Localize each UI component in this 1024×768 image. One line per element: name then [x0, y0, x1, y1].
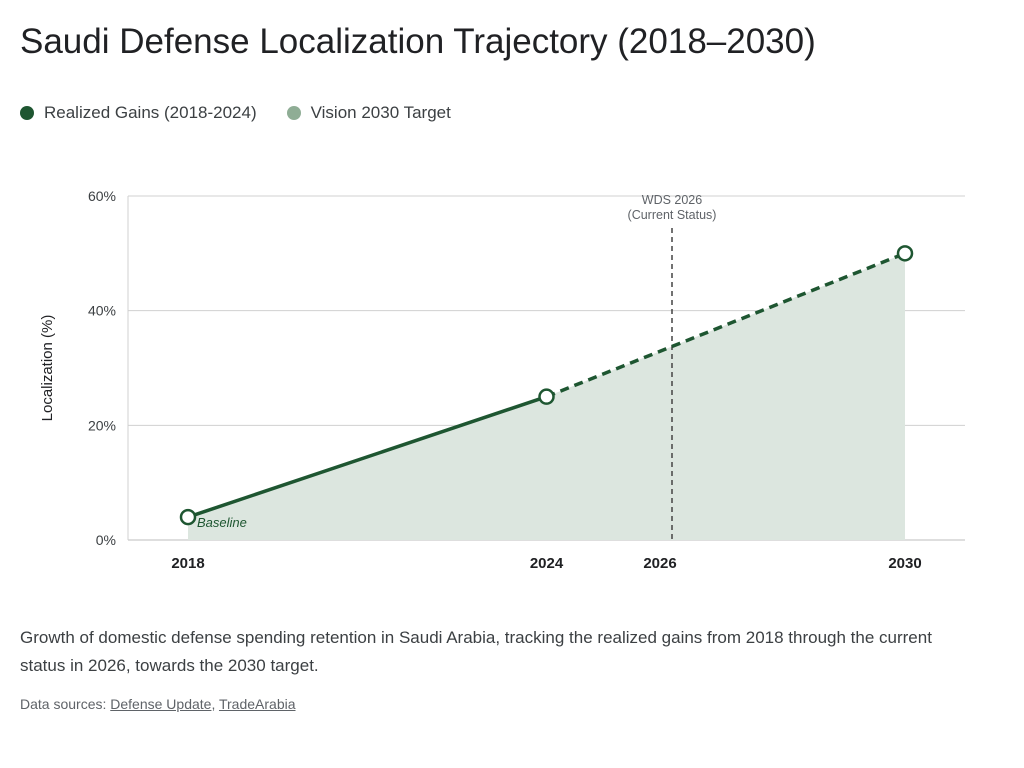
data-point	[179, 508, 197, 526]
annotation-baseline: Baseline	[197, 515, 247, 530]
sources-separator: ,	[211, 696, 219, 712]
x-tick-label: 2026	[643, 555, 676, 572]
legend-swatch-target	[286, 106, 301, 120]
y-axis-label: Localization (%)	[39, 315, 56, 422]
series-line-realized	[187, 395, 548, 519]
legend: Realized Gains (2018-2024) Vision 2030 T…	[20, 103, 451, 123]
legend-item-realized: Realized Gains (2018-2024)	[20, 103, 257, 123]
chart-caption: Growth of domestic defense spending rete…	[20, 628, 932, 675]
data-point	[896, 245, 914, 262]
chart-title: Saudi Defense Localization Trajectory (2…	[20, 22, 816, 61]
series-line-target	[545, 251, 906, 399]
y-tick-label: 60%	[88, 188, 116, 204]
y-tick-label: 0%	[96, 532, 116, 548]
x-tick-label: 2030	[888, 555, 921, 572]
data-point	[538, 388, 555, 405]
y-tick-label: 20%	[88, 417, 116, 433]
legend-swatch-realized	[20, 106, 34, 120]
line-chart: 0% 20% 40% 60% Localization (%) WDS 2026(Curr…	[39, 188, 965, 572]
legend-label-target: Vision 2030 Target	[310, 103, 451, 122]
source-link-defense-update[interactable]: Defense Update	[110, 696, 212, 712]
x-tick-label: 2018	[171, 555, 204, 572]
sources-prefix: Data sources:	[20, 696, 111, 712]
x-tick-label: 2024	[530, 555, 564, 572]
source-link-tradearabia[interactable]: TradeArabia	[218, 696, 296, 712]
annotation-wds-title: WDS 2026	[642, 193, 702, 207]
legend-item-target: Vision 2030 Target	[286, 103, 451, 123]
y-tick-label: 40%	[88, 303, 116, 319]
annotation-wds-subtitle: (Current Status)	[628, 208, 717, 222]
data-sources: Data sources: Defense Update, TradeArabi…	[20, 696, 296, 712]
legend-label-realized: Realized Gains (2018-2024)	[44, 103, 257, 122]
